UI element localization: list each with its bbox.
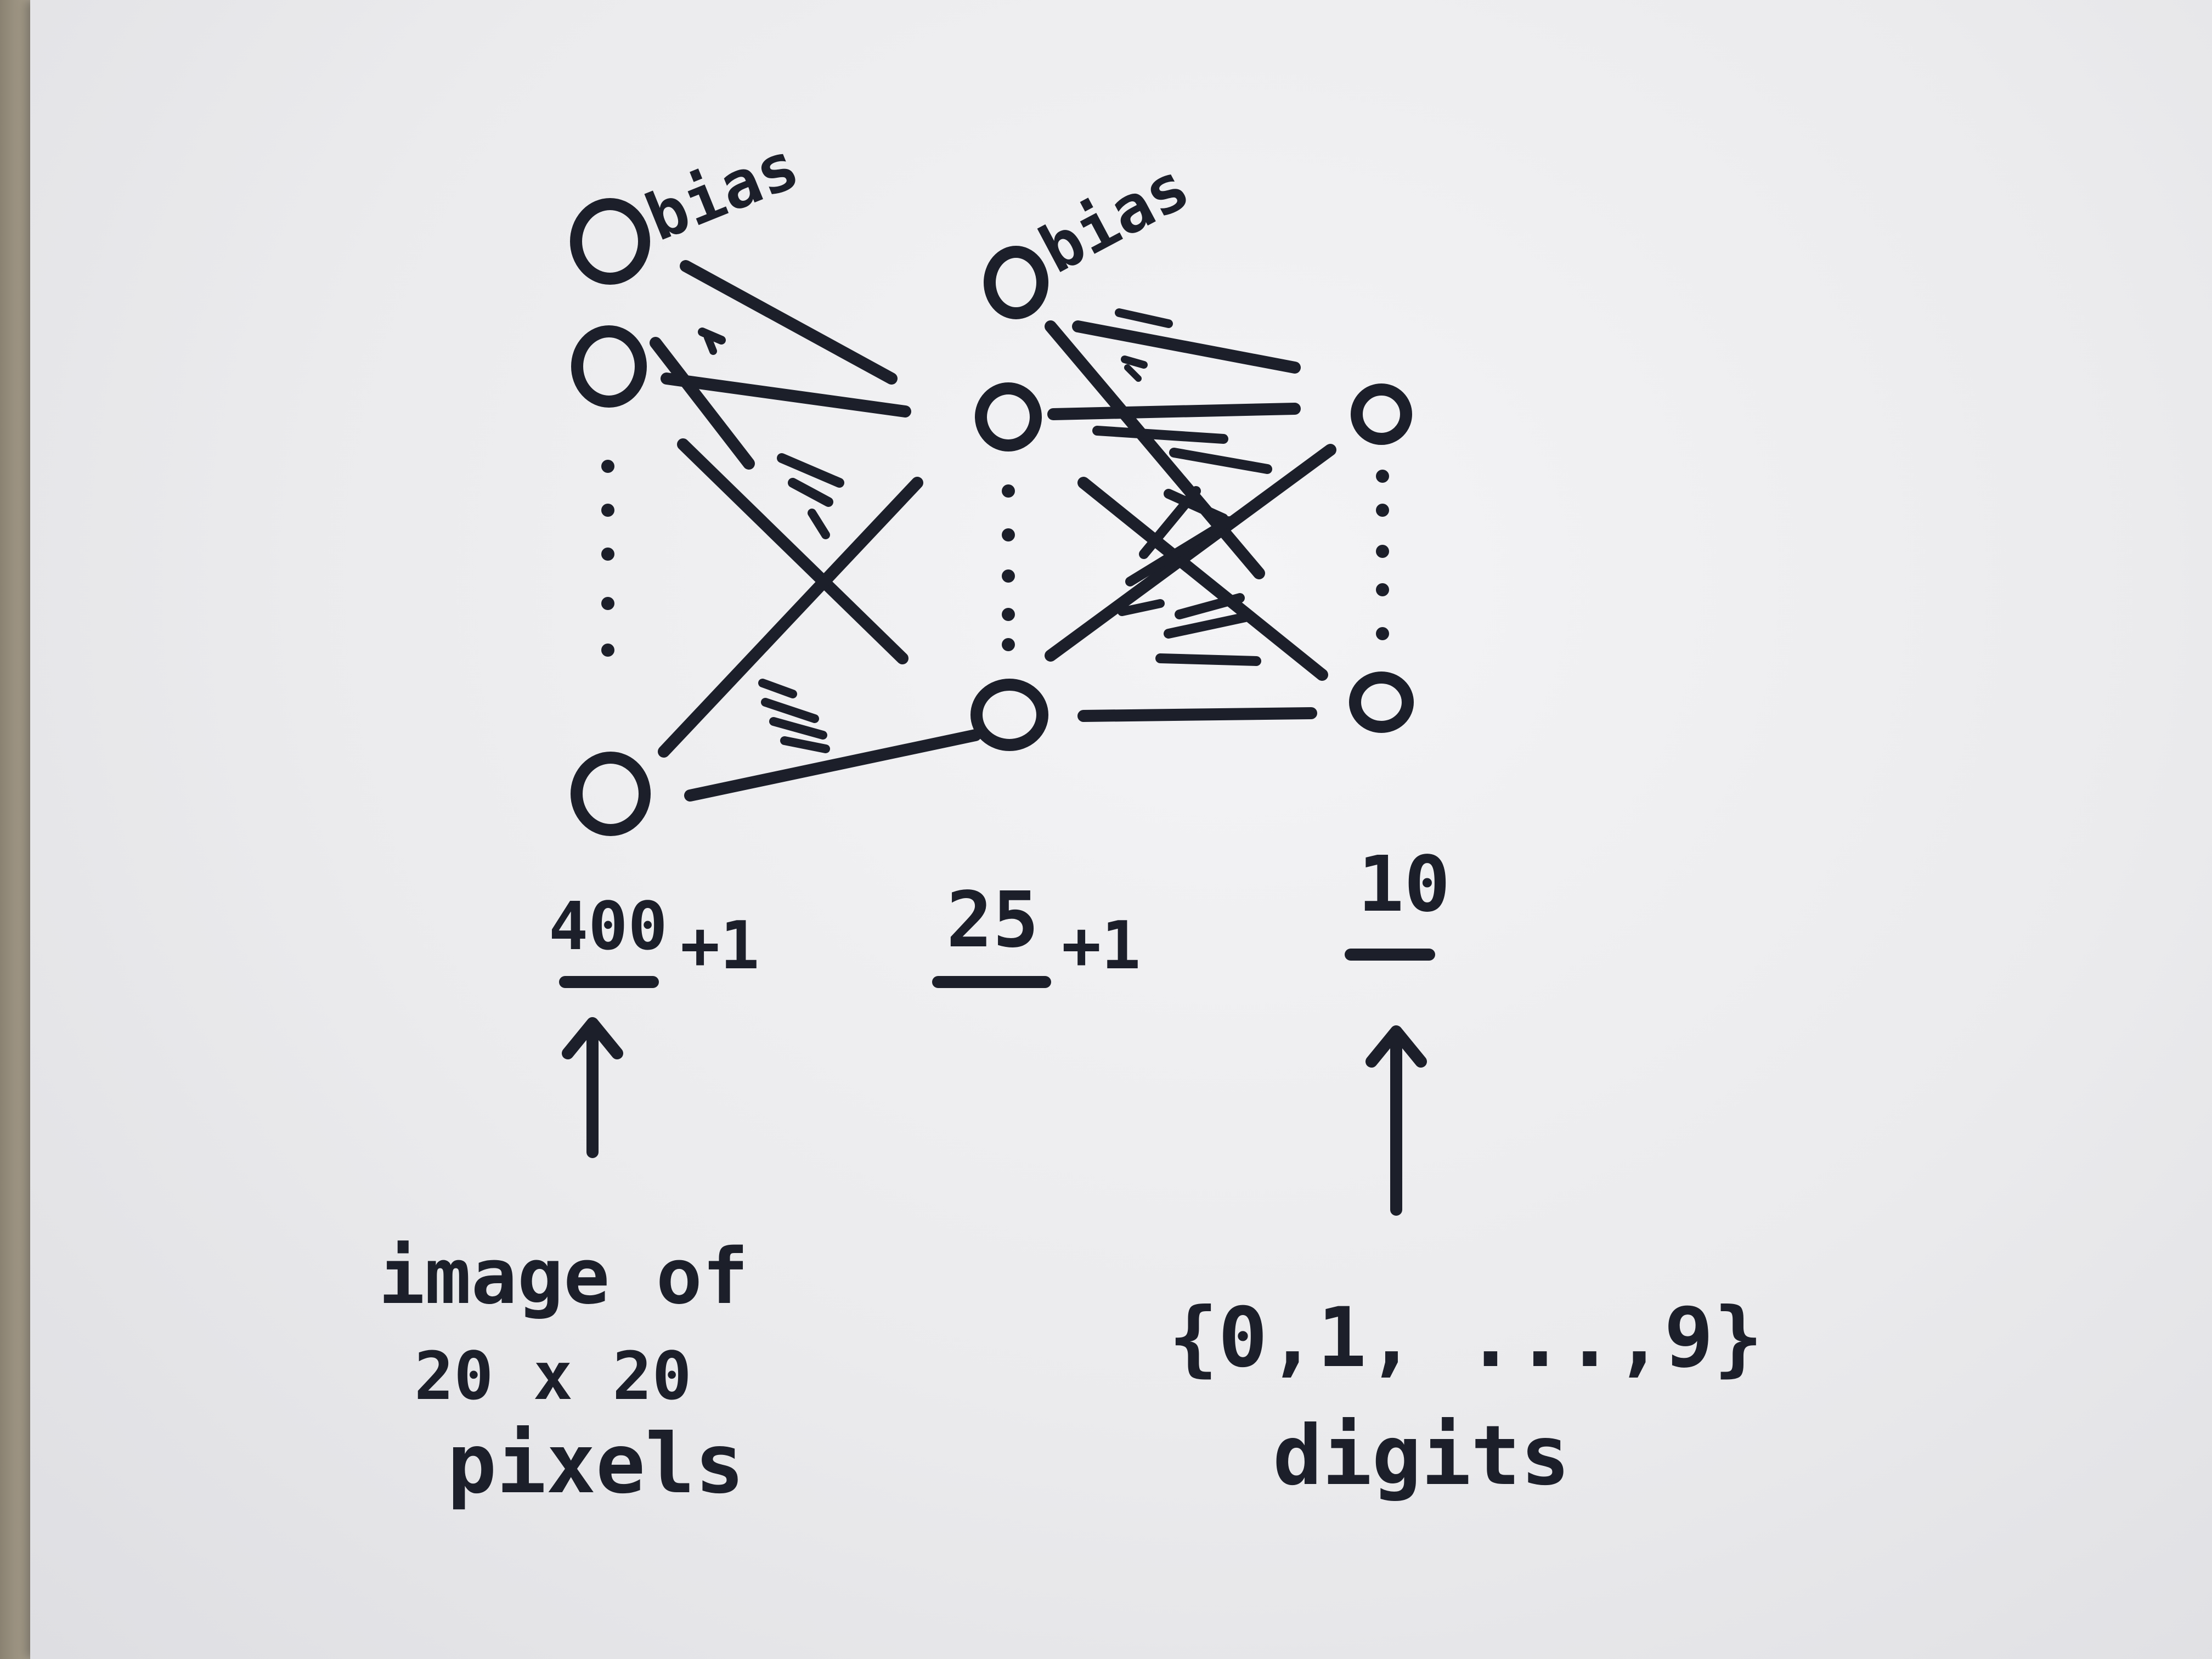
input-caption-line-1: image of xyxy=(379,1232,748,1322)
output-node-1 xyxy=(1351,383,1412,445)
input-caption-line-2: 20 x 20 xyxy=(414,1339,692,1415)
input-size-label: 400 xyxy=(549,889,668,965)
hidden-bias-label: bias xyxy=(1028,148,1201,287)
output-caption-line-1: {0,1, ...,9} xyxy=(1169,1290,1763,1386)
input-caption: image of 20 x 20 pixels xyxy=(379,1232,748,1512)
input-arrow xyxy=(562,1017,623,1158)
output-size-label-group: 10 xyxy=(1345,840,1451,961)
input-hidden-connections xyxy=(650,260,981,802)
hidden-node-1 xyxy=(975,382,1042,452)
input-node-1 xyxy=(571,325,647,408)
output-caption-line-2: digits xyxy=(1273,1408,1570,1504)
output-layer xyxy=(1349,383,1414,733)
input-ellipsis-dots xyxy=(601,460,614,657)
hidden-bias-node xyxy=(984,246,1048,319)
input-bias-node xyxy=(570,198,650,285)
output-size-label: 10 xyxy=(1358,840,1451,929)
input-caption-line-3: pixels xyxy=(447,1417,744,1512)
hidden-plus-bias: +1 xyxy=(1062,908,1141,984)
input-size-label-group: 400 +1 xyxy=(549,889,760,988)
output-caption: {0,1, ...,9} digits xyxy=(1169,1290,1763,1504)
input-node-last xyxy=(571,752,651,836)
hidden-node-last xyxy=(970,679,1048,751)
input-plus-bias: +1 xyxy=(680,908,760,984)
hidden-ellipsis-dots xyxy=(1002,484,1015,651)
output-ellipsis-dots xyxy=(1376,470,1389,640)
output-arrow xyxy=(1365,1025,1427,1216)
hidden-output-connections xyxy=(1045,308,1336,722)
hidden-size-label: 25 xyxy=(946,876,1039,965)
paper-sheet xyxy=(30,0,2212,1659)
hidden-size-label-group: 25 +1 xyxy=(932,876,1141,988)
input-bias-label: bias xyxy=(636,127,809,256)
output-node-last xyxy=(1349,672,1414,733)
